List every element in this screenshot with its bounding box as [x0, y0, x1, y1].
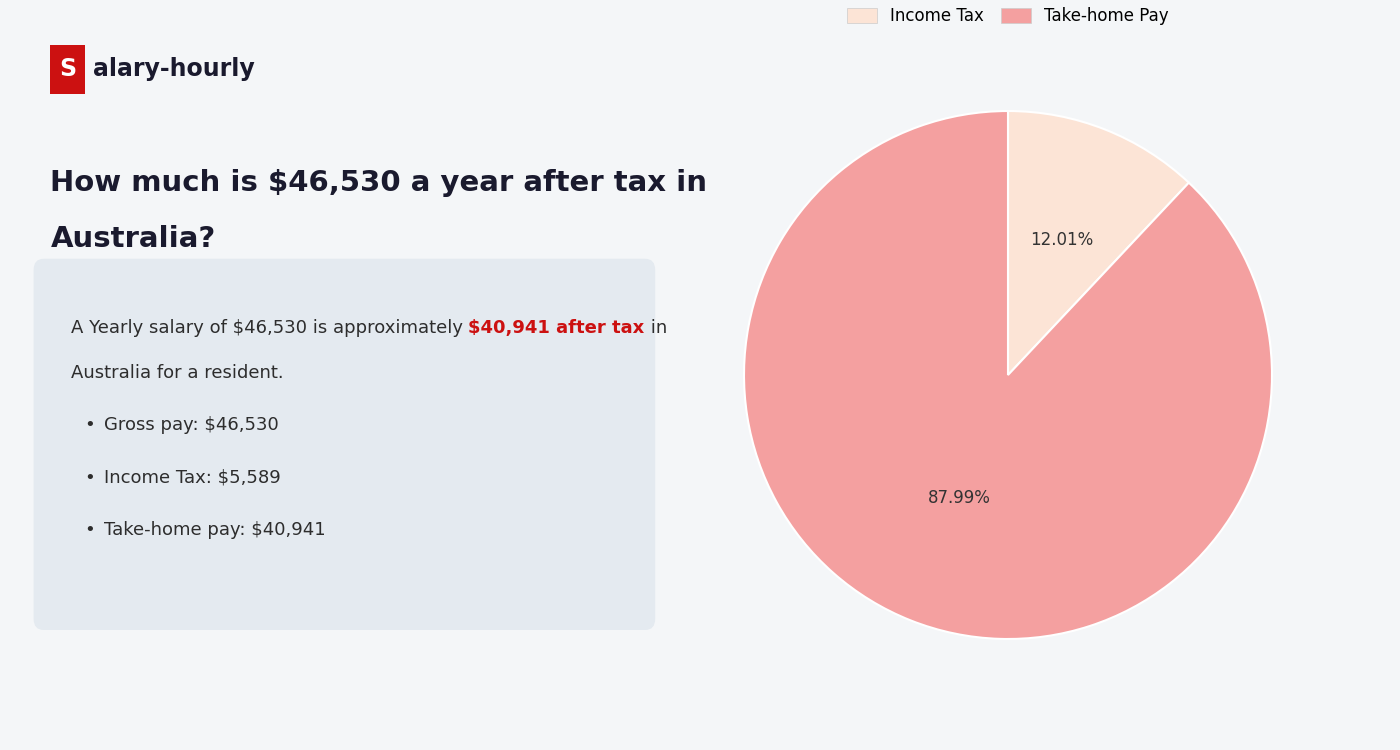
Text: Australia for a resident.: Australia for a resident. [70, 364, 283, 382]
FancyBboxPatch shape [34, 259, 655, 630]
Text: $40,941 after tax: $40,941 after tax [469, 319, 644, 337]
Text: Australia?: Australia? [50, 225, 216, 253]
Text: 87.99%: 87.99% [928, 489, 991, 507]
Text: Income Tax: $5,589: Income Tax: $5,589 [104, 469, 281, 487]
Text: alary-hourly: alary-hourly [94, 58, 255, 82]
Text: •: • [84, 416, 95, 434]
Text: S: S [59, 58, 77, 82]
Text: Take-home pay: $40,941: Take-home pay: $40,941 [104, 521, 326, 539]
Text: How much is $46,530 a year after tax in: How much is $46,530 a year after tax in [50, 169, 707, 196]
Text: •: • [84, 521, 95, 539]
Wedge shape [743, 111, 1273, 639]
Text: 12.01%: 12.01% [1030, 231, 1093, 249]
Legend: Income Tax, Take-home Pay: Income Tax, Take-home Pay [840, 1, 1176, 32]
Text: in: in [644, 319, 666, 337]
Text: •: • [84, 469, 95, 487]
FancyBboxPatch shape [50, 45, 85, 94]
Text: A Yearly salary of $46,530 is approximately: A Yearly salary of $46,530 is approximat… [70, 319, 469, 337]
Wedge shape [1008, 111, 1189, 375]
Text: Gross pay: $46,530: Gross pay: $46,530 [104, 416, 279, 434]
